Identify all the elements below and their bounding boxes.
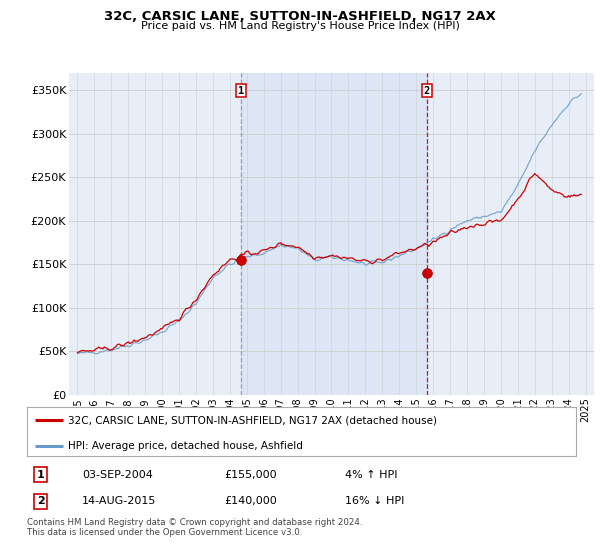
Text: 32C, CARSIC LANE, SUTTON-IN-ASHFIELD, NG17 2AX (detached house): 32C, CARSIC LANE, SUTTON-IN-ASHFIELD, NG… [68,416,437,426]
Text: 32C, CARSIC LANE, SUTTON-IN-ASHFIELD, NG17 2AX: 32C, CARSIC LANE, SUTTON-IN-ASHFIELD, NG… [104,10,496,23]
Text: HPI: Average price, detached house, Ashfield: HPI: Average price, detached house, Ashf… [68,441,303,451]
Text: Contains HM Land Registry data © Crown copyright and database right 2024.
This d: Contains HM Land Registry data © Crown c… [27,518,362,538]
Text: 2: 2 [37,496,44,506]
Text: 14-AUG-2015: 14-AUG-2015 [82,496,156,506]
Text: 4% ↑ HPI: 4% ↑ HPI [346,470,398,479]
Text: 1: 1 [37,470,44,479]
Text: 03-SEP-2004: 03-SEP-2004 [82,470,153,479]
Text: 16% ↓ HPI: 16% ↓ HPI [346,496,405,506]
Bar [241,73,427,395]
Text: £155,000: £155,000 [224,470,277,479]
Text: Price paid vs. HM Land Registry's House Price Index (HPI): Price paid vs. HM Land Registry's House … [140,21,460,31]
Text: £140,000: £140,000 [224,496,277,506]
Text: 2: 2 [424,86,430,96]
Text: 1: 1 [238,86,244,96]
